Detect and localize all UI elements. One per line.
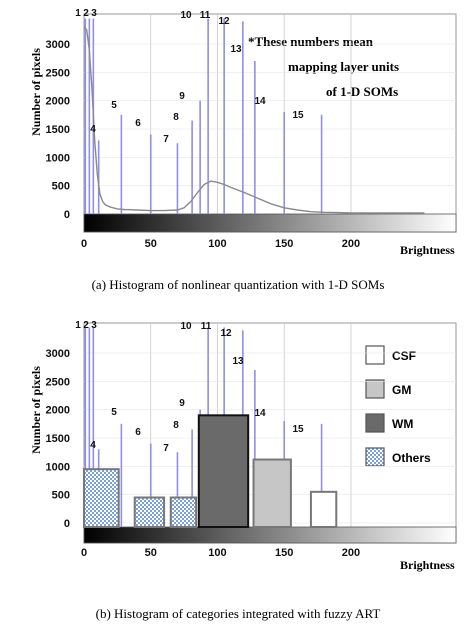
unit-label-12: 12 [218, 16, 230, 27]
y-tick-label-b: 500 [52, 490, 70, 502]
annotation-note: *These numbers mean mapping layer units … [248, 34, 399, 99]
brightness-gradient-a [83, 213, 457, 233]
unit-label-14: 14 [254, 96, 266, 107]
legend-swatch-gm [365, 379, 385, 399]
legend: CSF GM WM Others [352, 335, 460, 475]
y-tick-label-a: 0 [64, 209, 70, 221]
y-tick-label-a: 3000 [46, 39, 70, 51]
legend-swatch-csf [365, 345, 385, 365]
unit-label-3: 3 [91, 8, 97, 19]
unit-label-14: 14 [254, 408, 266, 419]
x-tick-label-b: 50 [145, 547, 157, 559]
category-bar-wm [197, 414, 250, 529]
unit-label-4: 4 [90, 440, 96, 451]
unit-label-8: 8 [173, 112, 179, 123]
legend-label-others: Others [392, 451, 431, 465]
x-tick-label-a: 150 [275, 238, 293, 250]
unit-label-4: 4 [90, 124, 96, 135]
unit-label-6: 6 [135, 427, 141, 438]
histogram-curve [83, 26, 425, 214]
category-bar-others [133, 496, 166, 528]
x-tick-label-b: 100 [208, 547, 226, 559]
legend-swatch-wm [365, 413, 385, 433]
caption-b: (b) Histogram of categories integrated w… [96, 606, 381, 621]
y-tick-label-a: 1000 [46, 152, 70, 164]
unit-label-5: 5 [111, 407, 117, 418]
unit-label-9: 9 [179, 398, 185, 409]
brightness-gradient-b [83, 526, 457, 544]
x-tick-label-b: 0 [81, 547, 87, 559]
annotation-line-1: *These numbers mean [248, 34, 374, 49]
y-tick-label-b: 1000 [46, 461, 70, 473]
y-tick-label-a: 1500 [46, 124, 70, 136]
y-tick-label-b: 0 [64, 518, 70, 530]
x-axis-label-a: Brightness [400, 243, 455, 257]
unit-label-7: 7 [163, 443, 169, 454]
unit-label-9: 9 [179, 91, 185, 102]
y-tick-label-b: 3000 [46, 348, 70, 360]
y-tick-label-a: 2000 [46, 96, 70, 108]
histogram-panel-a: Number of pixels *These numbers mean map… [29, 8, 457, 292]
legend-swatch-others [365, 447, 385, 467]
unit-label-13: 13 [230, 44, 242, 55]
unit-label-10: 10 [180, 321, 192, 332]
unit-label-6: 6 [135, 118, 141, 129]
unit-label-3: 3 [91, 320, 97, 331]
unit-label-15: 15 [292, 424, 304, 435]
y-axis-label-a: Number of pixels [29, 48, 43, 136]
unit-label-15: 15 [292, 110, 304, 121]
legend-label-csf: CSF [392, 349, 416, 363]
category-bar-gm [252, 458, 292, 528]
caption-a: (a) Histogram of nonlinear quantization … [92, 277, 385, 292]
unit-label-2: 2 [83, 320, 89, 331]
unit-label-13: 13 [232, 356, 244, 367]
unit-label-1: 1 [75, 320, 81, 331]
category-bar-others [169, 496, 198, 528]
legend-label-gm: GM [392, 383, 411, 397]
x-tick-label-b: 200 [342, 547, 360, 559]
x-tick-label-a: 50 [145, 238, 157, 250]
unit-label-12: 12 [220, 328, 232, 339]
x-tick-label-b: 150 [275, 547, 293, 559]
category-bar-csf [309, 490, 338, 529]
x-tick-label-a: 0 [81, 238, 87, 250]
unit-label-8: 8 [173, 420, 179, 431]
legend-label-wm: WM [392, 417, 413, 431]
y-axis-label-b: Number of pixels [29, 366, 43, 454]
unit-label-2: 2 [83, 8, 89, 19]
unit-label-10: 10 [180, 10, 192, 21]
y-tick-label-b: 1500 [46, 433, 70, 445]
x-tick-label-a: 200 [342, 238, 360, 250]
annotation-line-3: of 1-D SOMs [326, 84, 398, 99]
unit-label-7: 7 [163, 134, 169, 145]
y-tick-label-a: 2500 [46, 67, 70, 79]
y-tick-label-b: 2500 [46, 376, 70, 388]
category-bar-others [83, 468, 120, 528]
unit-label-1: 1 [75, 8, 81, 19]
histogram-panel-b: Number of pixels Brightness (b) Histogra… [29, 320, 460, 621]
y-tick-label-b: 2000 [46, 405, 70, 417]
x-axis-label-b: Brightness [400, 558, 455, 572]
annotation-line-2: mapping layer units [288, 59, 399, 74]
unit-label-11: 11 [200, 10, 211, 21]
y-tick-label-a: 500 [52, 181, 70, 193]
unit-label-11: 11 [201, 321, 212, 332]
unit-label-5: 5 [111, 100, 117, 111]
x-tick-label-a: 100 [208, 238, 226, 250]
